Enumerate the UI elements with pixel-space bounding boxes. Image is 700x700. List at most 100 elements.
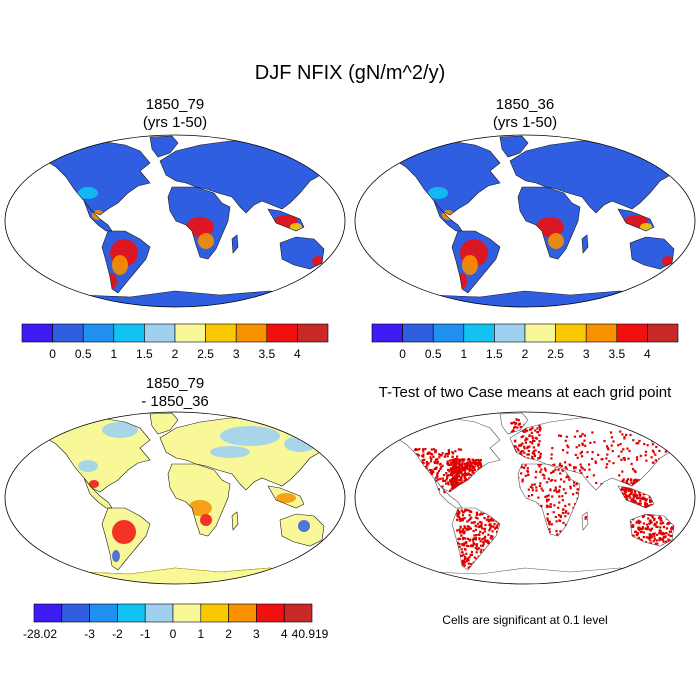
sig-cell <box>489 526 492 529</box>
map-panel-1850-36 <box>354 134 696 308</box>
sig-cell <box>539 470 542 474</box>
coastline-northAmerica <box>45 140 151 216</box>
sig-cell <box>639 502 642 505</box>
sig-cell <box>524 430 527 433</box>
sig-cell <box>562 508 565 511</box>
sig-cell <box>430 458 433 461</box>
sig-cell <box>454 485 457 488</box>
sig-cell <box>535 470 538 473</box>
sig-cell <box>427 452 430 455</box>
coastline-madagascar <box>231 511 239 531</box>
sig-cell <box>520 472 523 475</box>
coastline-southAmerica <box>101 507 151 571</box>
sig-cell <box>630 481 633 484</box>
sig-cell <box>648 513 651 516</box>
sig-cell <box>658 539 661 542</box>
sig-cell <box>638 520 641 523</box>
sig-cell <box>538 429 541 432</box>
sig-cell <box>642 522 645 525</box>
sig-cell <box>641 526 644 529</box>
sig-cell <box>432 448 436 451</box>
sig-cell <box>553 463 556 466</box>
sig-cell <box>574 466 577 469</box>
sig-cell <box>425 462 428 465</box>
sig-cell <box>626 447 629 450</box>
sig-cell <box>575 446 578 449</box>
sig-cell <box>665 527 669 530</box>
sig-cell <box>531 442 534 445</box>
sig-cell <box>460 551 463 554</box>
sig-cell <box>451 456 454 459</box>
sig-cell <box>469 461 472 464</box>
sig-cell <box>558 434 561 437</box>
sig-cell <box>465 509 468 512</box>
sig-cell <box>633 469 636 472</box>
sig-cell <box>461 463 464 466</box>
sig-cell <box>659 517 662 520</box>
sig-cell <box>548 530 551 534</box>
sig-cell <box>645 541 648 544</box>
sig-cell <box>637 479 640 482</box>
sig-cell <box>632 499 635 502</box>
sig-cell <box>523 451 526 454</box>
sig-cell <box>460 509 463 512</box>
sig-cell <box>623 492 626 495</box>
sig-cell <box>487 518 490 521</box>
sig-cell <box>564 523 567 526</box>
sig-cell <box>478 462 481 465</box>
colorbar-swatch <box>266 323 298 343</box>
sig-cell <box>581 432 584 436</box>
coastline-seAsia <box>267 485 305 509</box>
sig-cell <box>463 458 466 461</box>
sig-cell <box>641 527 644 530</box>
sig-cell <box>458 482 461 485</box>
sig-cell <box>465 462 468 465</box>
sig-cell <box>544 495 547 498</box>
sig-cell <box>438 453 441 456</box>
sig-cell <box>514 439 517 442</box>
hotspot <box>536 217 564 237</box>
sig-cell <box>621 480 624 483</box>
sig-cell <box>414 448 417 451</box>
sig-cell <box>541 489 544 492</box>
sig-cell <box>463 544 466 547</box>
sig-cell <box>430 469 433 472</box>
sig-cell <box>459 526 462 529</box>
sig-cell <box>517 449 520 452</box>
sig-cell <box>653 538 656 541</box>
sig-cell <box>529 485 532 488</box>
sig-cell <box>487 541 490 544</box>
sig-cell <box>524 428 527 431</box>
sig-cell <box>638 503 641 506</box>
sig-cell <box>634 500 637 503</box>
sig-cell <box>591 457 594 460</box>
sig-cell <box>538 465 541 468</box>
cool-region <box>284 436 316 452</box>
sig-cell <box>482 537 485 540</box>
sig-cell <box>442 473 446 477</box>
panel-2-title-line1: 1850_36 <box>495 96 555 113</box>
sig-cell <box>470 465 473 468</box>
sig-cell <box>471 464 474 467</box>
sig-cell <box>533 439 536 442</box>
sig-cell <box>461 468 464 472</box>
sig-cell <box>580 471 583 474</box>
sig-cell <box>662 525 666 529</box>
sig-cell <box>428 451 431 454</box>
sig-cell <box>478 537 481 540</box>
sig-cell <box>527 449 530 453</box>
sig-cell <box>481 538 484 541</box>
sig-cell <box>510 422 513 425</box>
sig-cell <box>664 450 667 453</box>
sig-cell <box>470 521 473 524</box>
sig-cell <box>445 478 448 481</box>
hotspot <box>112 255 128 275</box>
sig-cell <box>645 459 648 462</box>
sig-cell <box>446 474 449 477</box>
sig-cell <box>651 515 654 518</box>
sig-cell <box>589 441 592 444</box>
sig-cell <box>465 552 468 555</box>
sig-cell <box>461 519 464 522</box>
sig-cell <box>485 518 488 521</box>
sig-cell <box>631 468 635 471</box>
